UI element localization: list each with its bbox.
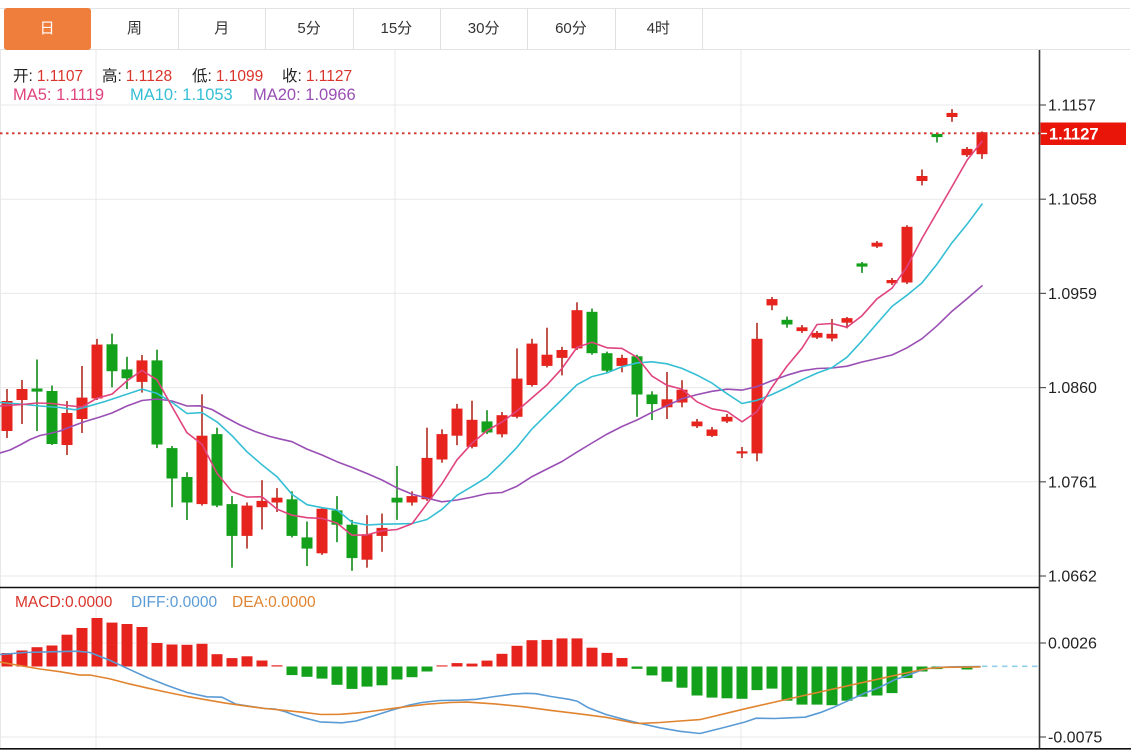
svg-text:1.0662: 1.0662	[1048, 569, 1097, 586]
svg-text:1.1157: 1.1157	[1048, 98, 1096, 115]
svg-text:1.1127: 1.1127	[1049, 126, 1099, 144]
svg-text:1.1058: 1.1058	[1048, 192, 1097, 209]
svg-text:1.0959: 1.0959	[1048, 286, 1097, 303]
svg-text:1.0761: 1.0761	[1048, 474, 1097, 491]
svg-text:0.0026: 0.0026	[1048, 636, 1097, 653]
svg-text:-0.0075: -0.0075	[1048, 730, 1102, 747]
svg-text:1.0860: 1.0860	[1048, 380, 1097, 397]
